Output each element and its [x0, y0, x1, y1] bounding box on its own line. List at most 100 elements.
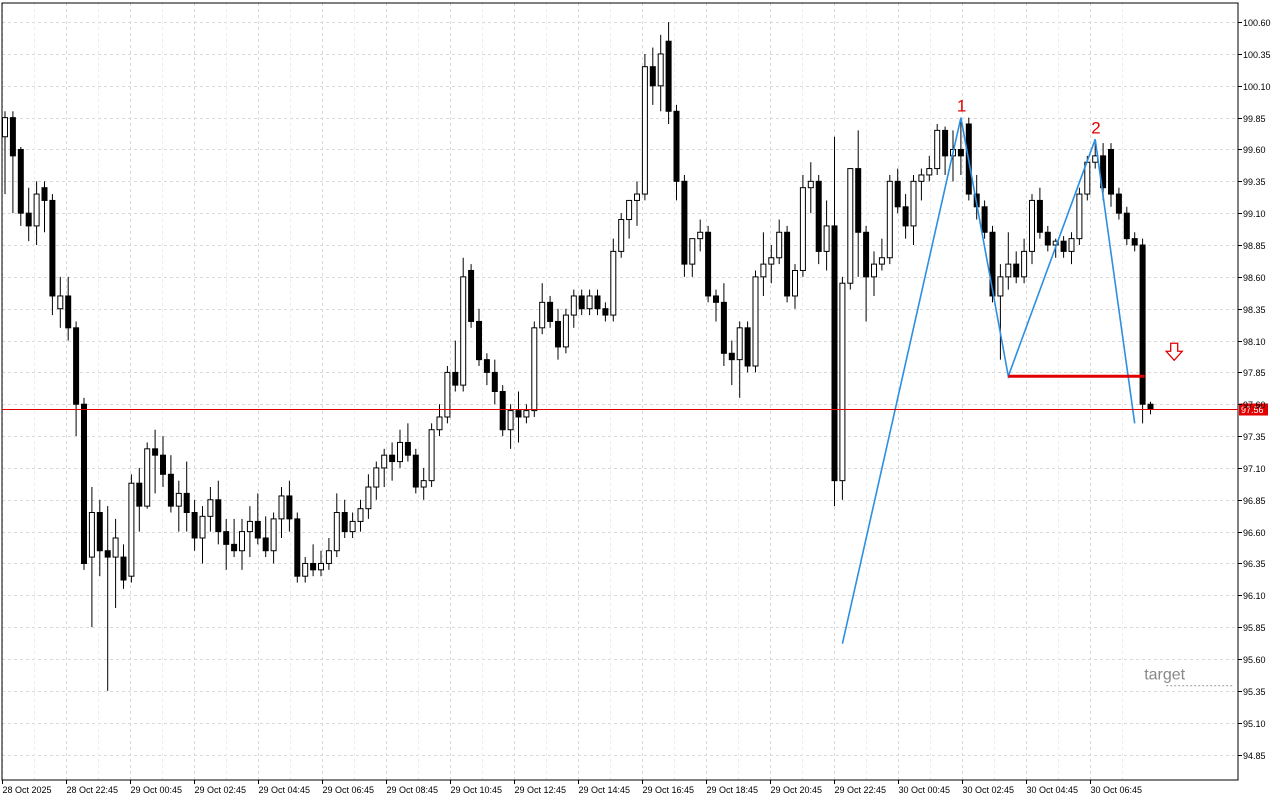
candle	[760, 232, 767, 296]
candle	[175, 480, 182, 532]
x-tick-label: 28 Oct 2025	[3, 785, 52, 795]
candle-body-bullish	[792, 269, 798, 297]
candle-body-bearish	[1147, 403, 1154, 410]
candle-body-bullish	[618, 219, 625, 252]
candle	[128, 474, 135, 583]
candle-body-bullish	[128, 482, 135, 577]
candle-body-bearish	[25, 212, 32, 227]
candle	[468, 264, 475, 328]
candle	[878, 238, 885, 271]
candle	[357, 499, 364, 532]
candle	[784, 225, 791, 303]
y-tick-label: 96.60	[1243, 528, 1266, 538]
candle-body-bearish	[602, 308, 609, 316]
candle	[705, 225, 712, 303]
x-tick-label: 29 Oct 04:45	[259, 785, 311, 795]
candle	[555, 308, 561, 360]
candle-body-bearish	[215, 499, 222, 533]
candle	[886, 174, 893, 265]
candle	[792, 264, 798, 309]
candle	[1060, 236, 1067, 258]
candle	[910, 174, 917, 246]
candle	[957, 117, 964, 175]
candle-body-bullish	[736, 327, 743, 361]
candle	[49, 194, 56, 316]
candle-body-bullish	[302, 562, 309, 577]
candle	[578, 289, 585, 316]
y-tick-label: 98.85	[1243, 241, 1266, 251]
candle-body-bullish	[397, 441, 403, 463]
candle-body-bearish	[41, 187, 48, 201]
current-price-line: 97.56	[2, 403, 1268, 416]
candle	[452, 340, 459, 392]
candle	[831, 136, 838, 507]
candle	[491, 359, 498, 405]
candle-body-bullish	[1029, 199, 1035, 252]
candle	[1013, 251, 1020, 284]
candle	[33, 181, 40, 246]
candle-body-bullish	[752, 276, 759, 367]
candle-body-bearish	[254, 520, 261, 539]
y-tick-label: 98.10	[1243, 337, 1266, 347]
candle	[302, 557, 309, 583]
candle-body-bearish	[96, 512, 103, 552]
candle	[365, 474, 372, 519]
candle	[981, 200, 988, 239]
y-tick-label: 96.85	[1243, 496, 1266, 506]
candles	[2, 22, 1154, 691]
candle-body-bullish	[239, 531, 245, 552]
candle-body-bullish	[823, 225, 830, 252]
candle-body-bullish	[365, 486, 372, 510]
candle	[318, 550, 324, 577]
candle-body-bearish	[1060, 240, 1067, 252]
candle	[934, 124, 941, 175]
y-tick-label: 95.35	[1243, 687, 1266, 697]
candle-body-bearish	[942, 129, 949, 157]
candle	[997, 264, 1004, 360]
candle-body-bearish	[989, 231, 996, 297]
candle-body-bearish	[286, 495, 293, 520]
x-tick-label: 29 Oct 02:45	[195, 785, 247, 795]
candle-body-bullish	[460, 276, 467, 386]
y-tick-label: 100.60	[1243, 18, 1271, 28]
candle-body-bearish	[120, 556, 127, 581]
candle	[776, 219, 783, 265]
candle-body-bullish	[697, 231, 704, 240]
candle-body-bullish	[634, 193, 640, 201]
y-tick-label: 95.85	[1243, 623, 1266, 633]
candle-body-bullish	[112, 537, 119, 558]
candle	[768, 245, 775, 284]
candle	[839, 276, 846, 500]
candle-body-bullish	[626, 199, 633, 221]
candle-body-bearish	[1123, 212, 1130, 240]
candle-body-bearish	[594, 295, 601, 310]
candle-body-bearish	[894, 180, 901, 208]
candle	[815, 174, 822, 265]
candle	[381, 448, 388, 488]
candle	[1029, 194, 1035, 265]
y-tick-label: 99.10	[1243, 209, 1266, 219]
candle-body-bullish	[325, 550, 332, 564]
target-label: target	[1144, 667, 1185, 684]
candle	[254, 493, 261, 545]
x-tick-label: 29 Oct 22:45	[835, 785, 887, 795]
candle-body-bearish	[468, 269, 475, 322]
candle-body-bearish	[831, 225, 838, 482]
candle-body-bullish	[1005, 263, 1012, 278]
y-tick-label: 100.10	[1243, 82, 1271, 92]
candle-body-bullish	[2, 117, 8, 138]
candle-body-bearish	[649, 66, 656, 87]
candle-body-bearish	[223, 531, 230, 545]
candle-body-bearish	[483, 359, 490, 373]
candle	[57, 276, 64, 328]
candle	[404, 423, 411, 462]
candle	[262, 516, 269, 558]
candle-body-bullish	[570, 295, 577, 316]
candle	[807, 162, 814, 214]
candle-body-bullish	[199, 515, 206, 539]
candle	[1068, 232, 1075, 265]
candle	[152, 429, 159, 494]
candle-body-bullish	[175, 492, 182, 507]
candle	[515, 391, 522, 443]
